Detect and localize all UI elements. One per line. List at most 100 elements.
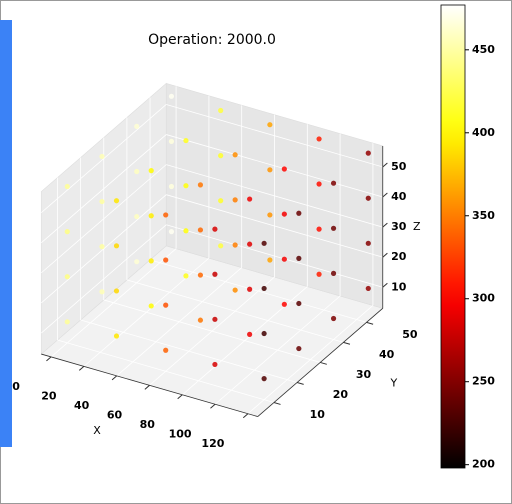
- grid-line: [166, 104, 383, 168]
- point: [99, 289, 105, 295]
- point: [218, 153, 224, 159]
- point: [99, 153, 105, 160]
- point: [316, 226, 322, 232]
- point: [218, 107, 224, 114]
- point: [232, 152, 238, 158]
- point: [148, 168, 154, 174]
- point: [261, 285, 267, 292]
- point: [247, 331, 253, 337]
- tick-mark: [273, 402, 281, 405]
- point: [281, 211, 287, 217]
- point: [134, 123, 140, 129]
- point: [99, 198, 105, 205]
- tick-mark: [78, 365, 85, 371]
- point: [365, 150, 371, 156]
- x-tick-label: 60: [107, 409, 123, 422]
- grid-line: [40, 164, 167, 274]
- y-tick-label: 20: [333, 388, 349, 401]
- point: [212, 361, 218, 368]
- point: [163, 302, 169, 308]
- point: [247, 196, 253, 202]
- point: [267, 122, 273, 128]
- point: [148, 258, 154, 264]
- point: [261, 240, 267, 246]
- point: [64, 274, 70, 280]
- x-tick-label: 0: [12, 380, 20, 393]
- tick-mark: [382, 222, 388, 228]
- y-axis-label: Y: [389, 377, 397, 390]
- z-axis-label: Z: [413, 220, 421, 233]
- point: [197, 182, 204, 188]
- point: [168, 93, 175, 99]
- tick-mark: [242, 413, 249, 419]
- grid-line: [166, 224, 383, 288]
- point: [148, 213, 154, 219]
- grid-line: [149, 259, 367, 323]
- x-tick-label: 100: [169, 428, 192, 441]
- point: [267, 212, 273, 218]
- chart-title: Operation: 2000.0: [148, 32, 276, 48]
- point: [316, 136, 322, 142]
- colorbar-tick-label: 200: [472, 458, 495, 471]
- point: [163, 347, 169, 353]
- point: [296, 300, 302, 307]
- colorbar-axis: 200 250 300 350 400 450: [465, 43, 495, 471]
- y-tick-label: 40: [379, 348, 395, 361]
- point: [330, 225, 337, 231]
- point: [365, 240, 371, 246]
- point: [232, 242, 238, 248]
- point: [267, 167, 273, 173]
- grid-line: [166, 164, 383, 228]
- x-tick-label: 20: [41, 390, 57, 403]
- grid-line: [166, 134, 383, 198]
- point: [148, 303, 154, 309]
- grid-line: [80, 319, 298, 383]
- point: [64, 183, 70, 190]
- point: [330, 270, 337, 276]
- tick-mark: [144, 384, 150, 390]
- point: [134, 168, 140, 175]
- z-tick-label: 20: [391, 250, 407, 263]
- point: [113, 243, 120, 249]
- point: [247, 241, 253, 247]
- tick-mark: [382, 192, 388, 198]
- tick-mark: [382, 162, 388, 168]
- point: [197, 317, 204, 323]
- grid-line: [40, 104, 167, 214]
- colorbar-tick-label: 300: [472, 292, 495, 305]
- point: [134, 213, 140, 220]
- z-tick-label: 50: [391, 160, 407, 173]
- point: [168, 138, 175, 145]
- point: [212, 316, 218, 322]
- point: [64, 229, 70, 235]
- point: [281, 301, 287, 307]
- grid-line: [40, 224, 167, 334]
- grid-line: [57, 339, 275, 403]
- point: [281, 256, 287, 262]
- point: [183, 183, 189, 189]
- point: [197, 227, 204, 233]
- point: [212, 271, 218, 277]
- point: [183, 228, 189, 234]
- point: [232, 287, 238, 293]
- tick-mark: [177, 394, 183, 400]
- point: [113, 198, 120, 204]
- y-tick-label: 30: [356, 368, 372, 381]
- z-tick-label: 30: [391, 220, 407, 233]
- point: [183, 273, 189, 279]
- x-tick-label: 40: [74, 399, 90, 412]
- point: [163, 212, 169, 218]
- point: [330, 315, 337, 322]
- tick-mark: [210, 403, 216, 409]
- tick-mark: [320, 361, 327, 365]
- point: [168, 183, 175, 190]
- point: [267, 257, 273, 263]
- point: [296, 210, 302, 216]
- tick-mark: [382, 282, 388, 288]
- tick-mark: [366, 321, 374, 325]
- tick-mark: [46, 356, 52, 362]
- grid-line: [166, 194, 383, 258]
- point: [316, 181, 322, 187]
- point: [261, 330, 267, 337]
- side-strip: [0, 20, 12, 447]
